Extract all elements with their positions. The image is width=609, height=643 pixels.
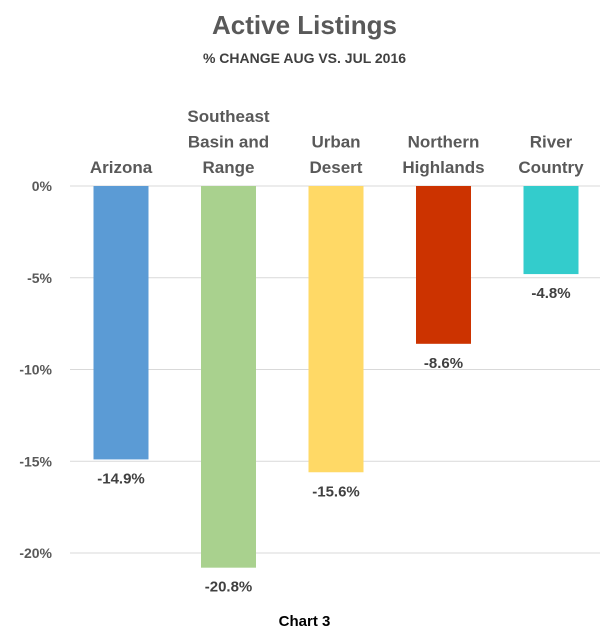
y-tick-label: 0% bbox=[32, 178, 53, 194]
data-label: -20.8% bbox=[205, 579, 253, 596]
category-label: Country bbox=[518, 158, 584, 177]
category-label: Urban bbox=[311, 133, 360, 152]
bar bbox=[523, 186, 579, 275]
data-label: -8.6% bbox=[424, 355, 463, 372]
category-label: Arizona bbox=[90, 158, 153, 177]
data-labels: -14.9% -20.8% -15.6% -8.6% -4.8% bbox=[97, 285, 570, 596]
y-tick-label: -10% bbox=[19, 362, 52, 378]
category-label: Range bbox=[203, 158, 255, 177]
chart-caption: Chart 3 bbox=[278, 613, 331, 630]
bar bbox=[93, 186, 149, 460]
y-tick-label: -15% bbox=[19, 453, 52, 469]
bar bbox=[308, 186, 364, 473]
category-label: Southeast bbox=[187, 107, 270, 126]
category-label: Northern bbox=[408, 133, 480, 152]
y-tick-label: -5% bbox=[27, 270, 52, 286]
bars bbox=[93, 186, 579, 568]
category-label: Highlands bbox=[402, 158, 484, 177]
data-label: -14.9% bbox=[97, 470, 145, 487]
data-label: -4.8% bbox=[531, 285, 570, 302]
category-labels: Arizona Southeast Basin and Range Urban Deser… bbox=[90, 107, 584, 177]
y-axis-labels: 0% -5% -10% -15% -20% bbox=[19, 178, 52, 561]
chart-title: Active Listings bbox=[212, 10, 397, 40]
bar bbox=[416, 186, 471, 344]
category-label: Desert bbox=[310, 158, 363, 177]
y-tick-label: -20% bbox=[19, 545, 52, 561]
category-label: Basin and bbox=[188, 133, 269, 152]
category-label: River bbox=[530, 133, 573, 152]
data-label: -15.6% bbox=[312, 483, 360, 500]
bar bbox=[201, 186, 256, 568]
chart-subtitle: % CHANGE AUG VS. JUL 2016 bbox=[202, 50, 407, 66]
